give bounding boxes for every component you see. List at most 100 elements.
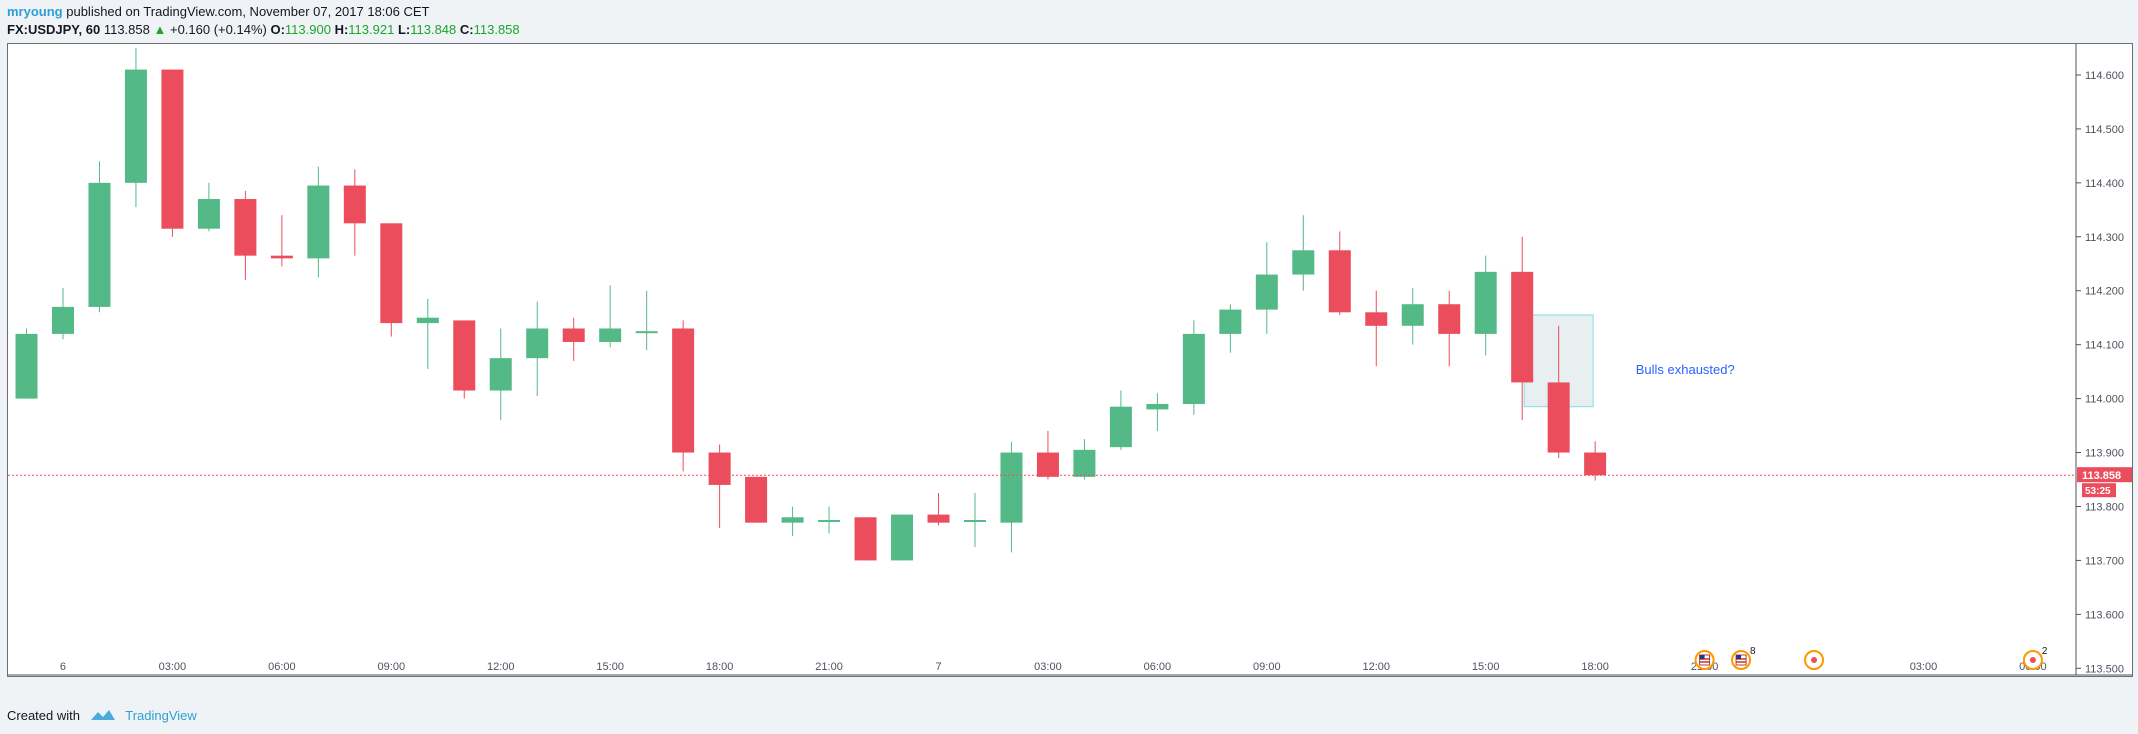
y-tick-label: 114.200	[2085, 286, 2124, 298]
y-tick-label: 114.500	[2085, 124, 2124, 136]
candle-bear	[854, 517, 877, 561]
symbol-label[interactable]: FX:USDJPY, 60	[7, 22, 101, 37]
x-tick-label: 15:00	[1472, 661, 1500, 673]
y-tick-label: 114.100	[2085, 340, 2124, 352]
countdown-tag	[2082, 483, 2116, 498]
x-tick-label: 6	[60, 661, 66, 673]
candle-bull	[88, 182, 111, 307]
event-dot-icon	[1811, 657, 1818, 663]
candle-bull	[1474, 271, 1497, 334]
candle-bear	[270, 255, 293, 259]
current-price-tag	[2077, 467, 2132, 483]
candle-bull	[416, 317, 439, 324]
open-value: 113.900	[284, 22, 331, 37]
published-text: published on TradingView.com, November 0…	[62, 4, 430, 19]
y-tick-label: 114.000	[2085, 394, 2124, 406]
candle-bull	[818, 519, 841, 522]
author-link[interactable]: mryoung	[7, 4, 63, 19]
candle-bull	[124, 69, 147, 183]
x-tick-label: 12:00	[487, 661, 515, 673]
candle-bull	[489, 358, 512, 391]
tradingview-logo-icon	[90, 710, 115, 720]
x-tick-label: 18:00	[1581, 661, 1609, 673]
y-tick-label: 114.600	[2085, 70, 2124, 82]
x-tick-label: 12:00	[1362, 661, 1390, 673]
candle-bear	[1547, 382, 1570, 453]
candle-bull	[1073, 449, 1096, 477]
candle-bull	[1219, 309, 1242, 334]
x-tick-label: 06:00	[268, 661, 296, 673]
candle-bull	[1182, 333, 1205, 404]
footer: Created with TradingView	[7, 708, 197, 723]
candle-bull	[599, 328, 622, 342]
candle-bull	[51, 306, 74, 334]
y-tick-label: 113.700	[2085, 555, 2124, 567]
last-price: 113.858	[103, 22, 150, 37]
y-tick-label: 113.900	[2085, 448, 2124, 460]
candle-bear	[708, 452, 731, 485]
candle-bear	[1328, 250, 1351, 313]
event-count: 2	[2042, 646, 2048, 657]
candle-bear	[1036, 452, 1059, 477]
chart-header: mryoung published on TradingView.com, No…	[0, 0, 2138, 40]
candle-bull	[307, 185, 330, 259]
candle-bull	[526, 328, 549, 359]
tradingview-brand-link[interactable]: TradingView	[125, 708, 197, 723]
candlestick-chart[interactable]: 114.600 114.500 114.400 114.300 114.200 114.1…	[8, 44, 2132, 676]
low-value: 113.848	[410, 22, 457, 37]
event-dot-icon	[2029, 657, 2036, 663]
high-value: 113.921	[348, 22, 395, 37]
x-tick-label: 03:00	[1910, 661, 1938, 673]
y-tick-label: 114.400	[2085, 178, 2124, 190]
y-tick-label: 114.300	[2085, 232, 2124, 244]
candle-bear	[1584, 452, 1607, 476]
candle-bear	[745, 476, 768, 523]
close-value: 113.858	[473, 22, 520, 37]
us-flag-canton	[1699, 655, 1705, 659]
candle-bear	[343, 185, 366, 224]
created-with-text: Created with	[7, 708, 80, 723]
y-tick-label: 113.500	[2085, 663, 2124, 675]
x-tick-label: 18:00	[706, 661, 734, 673]
candle-bull	[197, 199, 220, 229]
ohlc-legend: FX:USDJPY, 60 113.858 ▲ +0.160 (+0.14%) …	[7, 22, 520, 37]
x-tick-label: 09:00	[378, 661, 406, 673]
candle-bull	[1292, 250, 1315, 275]
change-value: +0.160 (+0.14%)	[169, 22, 267, 37]
candle-bull	[1109, 406, 1132, 448]
low-label: L:	[397, 22, 411, 37]
candle-bull	[1401, 304, 1424, 326]
current-price-label: 113.858	[2082, 470, 2121, 482]
close-label: C:	[459, 22, 474, 37]
candle-bear	[380, 223, 403, 324]
event-count: 8	[1750, 646, 1756, 657]
candle-bull	[15, 333, 38, 399]
annotation-text: Bulls exhausted?	[1636, 362, 1735, 377]
x-tick-label: 03:00	[159, 661, 187, 673]
candle-bear	[672, 328, 695, 453]
publish-line: mryoung published on TradingView.com, No…	[7, 4, 430, 19]
candle-bull	[963, 519, 986, 522]
candle-bear	[234, 199, 257, 256]
y-tick-label: 113.600	[2085, 609, 2124, 621]
x-tick-label: 15:00	[596, 661, 624, 673]
candle-bear	[927, 514, 950, 523]
candle-bull	[781, 517, 804, 523]
candle-bull	[1255, 274, 1278, 310]
open-label: O:	[270, 22, 285, 37]
candle-bear	[453, 320, 476, 391]
candle-bull	[635, 331, 658, 334]
x-tick-label: 09:00	[1253, 661, 1281, 673]
candle-bull	[1146, 404, 1169, 410]
candle-bear	[1438, 304, 1461, 334]
x-tick-label: 7	[935, 661, 941, 673]
candle-bear	[562, 328, 585, 342]
candle-bull	[1000, 452, 1023, 523]
high-label: H:	[334, 22, 349, 37]
candle-bear	[1511, 271, 1534, 383]
candle-bull	[891, 514, 914, 561]
chart-frame[interactable]: 114.600 114.500 114.400 114.300 114.200 114.1…	[7, 43, 2133, 677]
x-tick-label: 03:00	[1034, 661, 1062, 673]
candle-bear	[161, 69, 184, 229]
y-tick-label: 113.800	[2085, 501, 2124, 513]
